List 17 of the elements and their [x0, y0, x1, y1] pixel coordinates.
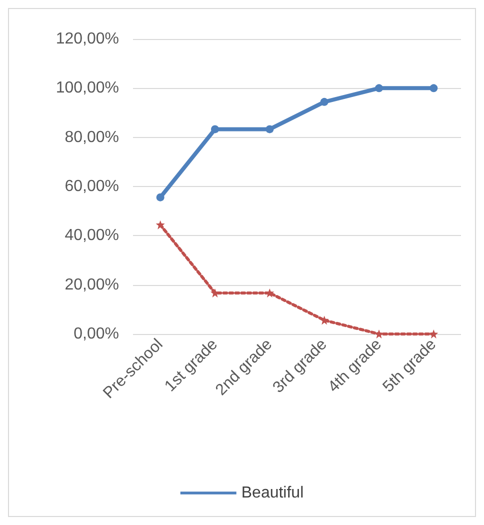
point	[320, 98, 328, 106]
y-tick-label: 60,00%	[64, 178, 119, 195]
point	[156, 220, 165, 230]
point	[430, 84, 438, 92]
point	[211, 125, 219, 134]
point	[265, 288, 274, 298]
y-tick-label: 40,00%	[64, 227, 119, 244]
y-tick-label: 120,00%	[56, 30, 119, 48]
point	[156, 193, 164, 202]
point	[375, 84, 383, 92]
y-tick-label: 100,00%	[56, 80, 119, 97]
y-tick-label: 80,00%	[64, 128, 119, 146]
point	[429, 330, 438, 338]
legend-label: Beautiful	[241, 484, 304, 502]
y-tick-label: 20,00%	[64, 276, 119, 294]
point	[374, 330, 384, 338]
point	[266, 125, 274, 134]
